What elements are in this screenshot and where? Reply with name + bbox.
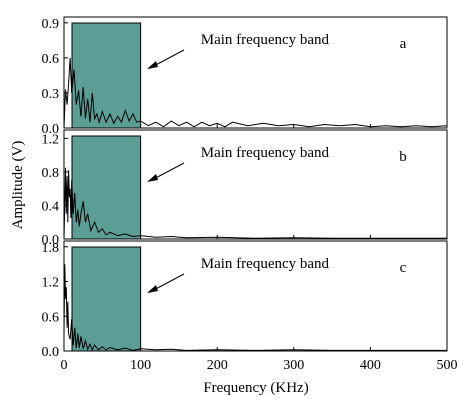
y-tick-label: 0.6 [42, 52, 60, 67]
annotation-text: Main frequency band [201, 256, 330, 272]
panel-b: 0.0 0.4 0.8 1.2 Main frequency band b [42, 129, 448, 248]
y-tick-label: 0.0 [42, 122, 60, 137]
main-band-rect [71, 246, 142, 352]
panel-frame [63, 240, 448, 352]
spectrum-line [63, 167, 447, 240]
x-tick-label: 100 [130, 358, 151, 373]
annotation-text: Main frequency band [201, 145, 330, 161]
spectrum-line [63, 57, 448, 129]
panel-a: 0.0 0.3 0.6 0.9 Main frequency band a [42, 16, 448, 137]
y-tick-label: 0.9 [42, 17, 60, 32]
panel-frame [63, 16, 448, 129]
y-tick-label: 0.0 [42, 233, 60, 248]
panel-frame [63, 129, 448, 240]
y-tick-label: 0.8 [42, 166, 60, 181]
main-band-rect [71, 22, 142, 129]
y-tick-label: 1.2 [42, 276, 60, 291]
y-tick-label: 0.3 [42, 87, 60, 102]
panel-c: 0.0 0.6 1.2 1.8 Main frequency band c [42, 240, 448, 360]
main-band-rect [71, 135, 142, 240]
x-axis-title: Frequency (KHz) [203, 380, 308, 396]
panel-letter: c [400, 260, 407, 276]
y-tick-label: 1.2 [42, 132, 60, 147]
y-axis-title: Amplitude (V) [10, 141, 26, 230]
x-tick-label: 400 [360, 358, 381, 373]
y-tick-label: 0.4 [42, 199, 60, 214]
x-tick-label: 300 [283, 358, 304, 373]
y-tick-label: 0.0 [42, 345, 60, 360]
y-tick-label: 1.8 [42, 241, 60, 256]
x-tick-label: 200 [207, 358, 228, 373]
annotation-text: Main frequency band [201, 32, 330, 48]
x-tick-label: 0 [61, 358, 68, 373]
spectrum-line [63, 264, 447, 352]
panel-letter: a [400, 36, 407, 52]
annotation-arrowhead [147, 174, 158, 182]
x-tick-label: 500 [437, 358, 458, 373]
y-tick-label: 0.6 [42, 310, 60, 325]
panel-letter: b [399, 149, 407, 165]
annotation-arrowhead [147, 285, 158, 293]
annotation-arrowhead [147, 61, 158, 69]
